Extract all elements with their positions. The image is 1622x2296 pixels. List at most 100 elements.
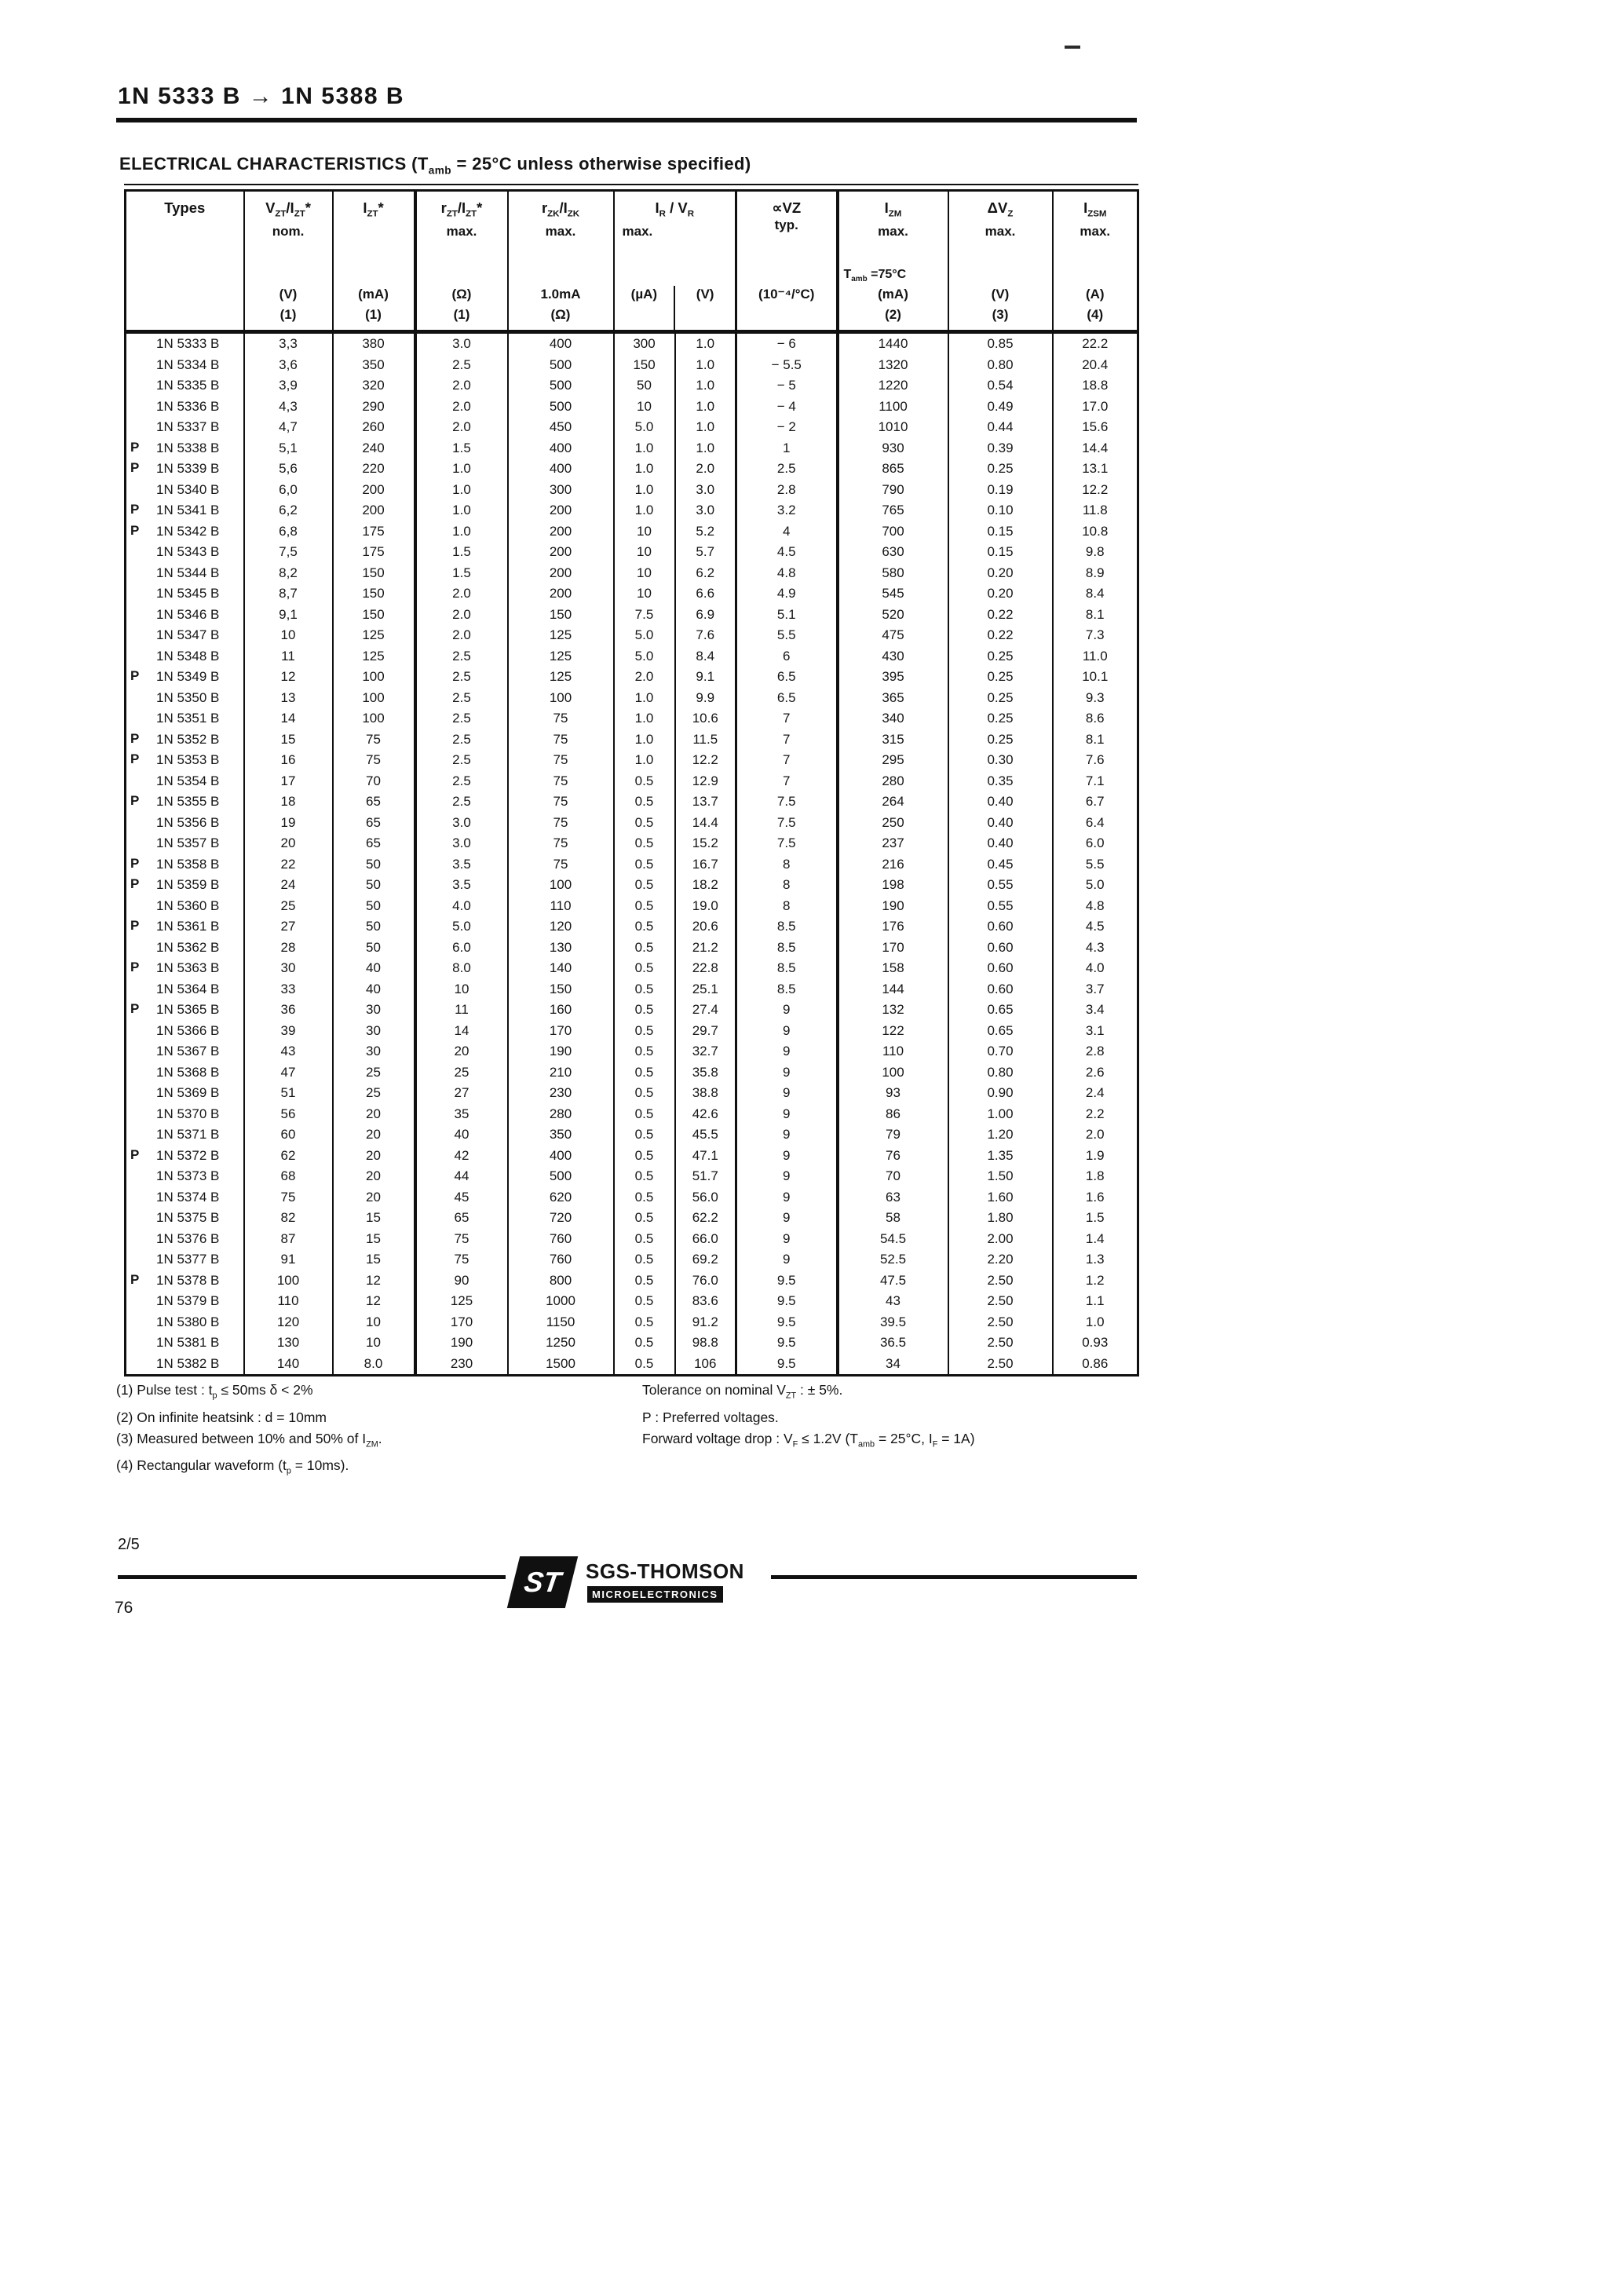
vr-cell: 1.0 xyxy=(674,417,736,438)
tr-cell: 10 xyxy=(612,542,675,563)
rzk-cell: 210 xyxy=(506,1062,614,1083)
vzt-cell: 4,7 xyxy=(243,417,333,438)
izm-cell: 158 xyxy=(835,958,948,979)
vr-cell: 27.4 xyxy=(674,1000,736,1021)
page-indicator: 2/5 xyxy=(118,1536,140,1553)
izm-cell: 198 xyxy=(835,875,948,896)
table-row: P 1N 5353 B 16 75 2.5 75 1.0 12.2 7 295 0.30 7.6 xyxy=(126,750,1138,771)
table-row: P 1N 5338 B 5,1 240 1.5 400 1.0 1.0 1 930 0.39 14.4 xyxy=(126,437,1138,459)
rzk-cell: 400 xyxy=(506,1145,614,1166)
dvz-cell: 0.20 xyxy=(947,562,1053,583)
preferred-marker: P xyxy=(130,855,140,871)
table-row: 1N 5350 B 13 100 2.5 100 1.0 9.9 6.5 365 0.25 9.3 xyxy=(126,687,1138,708)
title-rule xyxy=(116,118,1137,122)
table-row: 1N 5335 B 3,9 320 2.0 500 50 1.0− 5 1220 0.54 18.… xyxy=(126,375,1138,397)
izt-cell: 12 xyxy=(331,1291,415,1312)
avz-cell: − 6 xyxy=(735,331,838,355)
vzt-cell: 5,1 xyxy=(243,437,333,459)
type-name: 1N 5342 B xyxy=(156,523,220,539)
type-cell: P 1N 5359 B xyxy=(126,875,244,896)
type-cell: 1N 5370 B xyxy=(126,1104,244,1125)
dvz-cell: 1.00 xyxy=(947,1103,1053,1124)
rzt-cell: 35 xyxy=(413,1103,508,1124)
table-row: 1N 5379 B 110 12 125 1000 0.5 83.6 9.5 43 2.50 1.1 xyxy=(126,1291,1138,1312)
type-name: 1N 5352 B xyxy=(156,731,220,747)
izt-cell: 15 xyxy=(331,1249,415,1270)
dvz-cell: 1.80 xyxy=(947,1208,1053,1229)
rzk-cell: 75 xyxy=(506,729,614,750)
vzt-cell: 3,3 xyxy=(243,331,333,355)
rzt-cell: 14 xyxy=(413,1020,508,1041)
dvz-cell: 2.50 xyxy=(947,1291,1053,1312)
table-row: 1N 5354 B 17 70 2.5 75 0.5 12.9 7 280 0.35 7.1 xyxy=(126,770,1138,792)
type-name: 1N 5364 B xyxy=(156,981,220,996)
izt-cell: 10 xyxy=(331,1333,415,1354)
col-header-types: Types xyxy=(125,190,244,334)
rzk-cell: 500 xyxy=(506,396,614,417)
izt-cell: 10 xyxy=(331,1311,415,1333)
dvz-cell: 0.30 xyxy=(947,750,1053,771)
table-row: 1N 5364 B 33 40 10 150 0.5 25.1 8.5 144 0.60 3.7 xyxy=(126,978,1138,1000)
izm-cell: 47.5 xyxy=(835,1270,948,1291)
vr-cell: 12.9 xyxy=(674,770,736,792)
vzt-cell: 18 xyxy=(243,792,333,813)
izt-cell: 40 xyxy=(331,978,415,1000)
rzt-cell: 3.0 xyxy=(413,331,508,355)
vzt-cell: 30 xyxy=(243,958,333,979)
izsm-cell: 3.1 xyxy=(1051,1020,1138,1041)
tr-cell: 0.5 xyxy=(612,875,675,896)
vzt-cell: 60 xyxy=(243,1124,333,1146)
rzk-cell: 500 xyxy=(506,354,614,375)
izm-cell: 264 xyxy=(835,792,948,813)
izt-cell: 25 xyxy=(331,1083,415,1104)
vzt-cell: 6,8 xyxy=(243,521,333,542)
izt-cell: 100 xyxy=(331,708,415,729)
tr-cell: 5.0 xyxy=(612,625,675,646)
type-cell: 1N 5335 B xyxy=(126,375,244,397)
rzk-cell: 1500 xyxy=(506,1353,614,1376)
dvz-cell: 0.22 xyxy=(947,625,1053,646)
tr-cell: 0.5 xyxy=(612,833,675,854)
table-row: 1N 5374 B 75 20 45 620 0.5 56.0 9 63 1.60 1.6 xyxy=(126,1186,1138,1208)
table-row: P 1N 5365 B 36 30 11 160 0.5 27.4 9 132 0.65 3.4 xyxy=(126,1000,1138,1021)
rzt-cell: 11 xyxy=(413,1000,508,1021)
vr-cell: 38.8 xyxy=(674,1083,736,1104)
type-name: 1N 5367 B xyxy=(156,1044,220,1059)
type-name: 1N 5382 B xyxy=(156,1355,220,1371)
vr-cell: 69.2 xyxy=(674,1249,736,1270)
table-row: 1N 5347 B 10 125 2.0 125 5.0 7.6 5.5 475 0.22 7.3 xyxy=(126,625,1138,646)
izsm-cell: 2.0 xyxy=(1051,1124,1138,1146)
dvz-cell: 0.25 xyxy=(947,708,1053,729)
izsm-cell: 18.8 xyxy=(1051,375,1138,397)
type-cell: 1N 5371 B xyxy=(126,1124,244,1146)
rzt-cell: 90 xyxy=(413,1270,508,1291)
type-cell: 1N 5345 B xyxy=(126,583,244,605)
type-cell: 1N 5362 B xyxy=(126,938,244,959)
type-name: 1N 5335 B xyxy=(156,378,220,393)
vr-cell: 16.7 xyxy=(674,854,736,875)
rzk-cell: 75 xyxy=(506,792,614,813)
izsm-cell: 10.1 xyxy=(1051,667,1138,688)
tr-cell: 0.5 xyxy=(612,937,675,958)
izt-cell: 380 xyxy=(331,331,415,355)
vr-cell: 18.2 xyxy=(674,875,736,896)
table-row: P 1N 5352 B 15 75 2.5 75 1.0 11.5 7 315 0.25 8.1 xyxy=(126,729,1138,750)
vr-cell: 29.7 xyxy=(674,1020,736,1041)
izsm-cell: 2.4 xyxy=(1051,1083,1138,1104)
vr-cell: 47.1 xyxy=(674,1145,736,1166)
rzt-cell: 125 xyxy=(413,1291,508,1312)
rzt-cell: 27 xyxy=(413,1083,508,1104)
vzt-cell: 5,6 xyxy=(243,459,333,480)
vzt-cell: 8,2 xyxy=(243,562,333,583)
rzk-cell: 620 xyxy=(506,1186,614,1208)
tr-cell: 0.5 xyxy=(612,812,675,833)
izsm-cell: 4.8 xyxy=(1051,895,1138,916)
izm-cell: 237 xyxy=(835,833,948,854)
tr-cell: 0.5 xyxy=(612,1000,675,1021)
type-cell: 1N 5347 B xyxy=(126,625,244,646)
type-cell: 1N 5340 B xyxy=(126,480,244,501)
table-row: 1N 5370 B 56 20 35 280 0.5 42.6 9 86 1.00 2.2 xyxy=(126,1103,1138,1125)
izm-cell: 930 xyxy=(835,437,948,459)
table-row: 1N 5367 B 43 30 20 190 0.5 32.7 9 110 0.70 2.8 xyxy=(126,1041,1138,1062)
table-row: P 1N 5361 B 27 50 5.0 120 0.5 20.6 8.5 176 0.60 4.5 xyxy=(126,916,1138,938)
